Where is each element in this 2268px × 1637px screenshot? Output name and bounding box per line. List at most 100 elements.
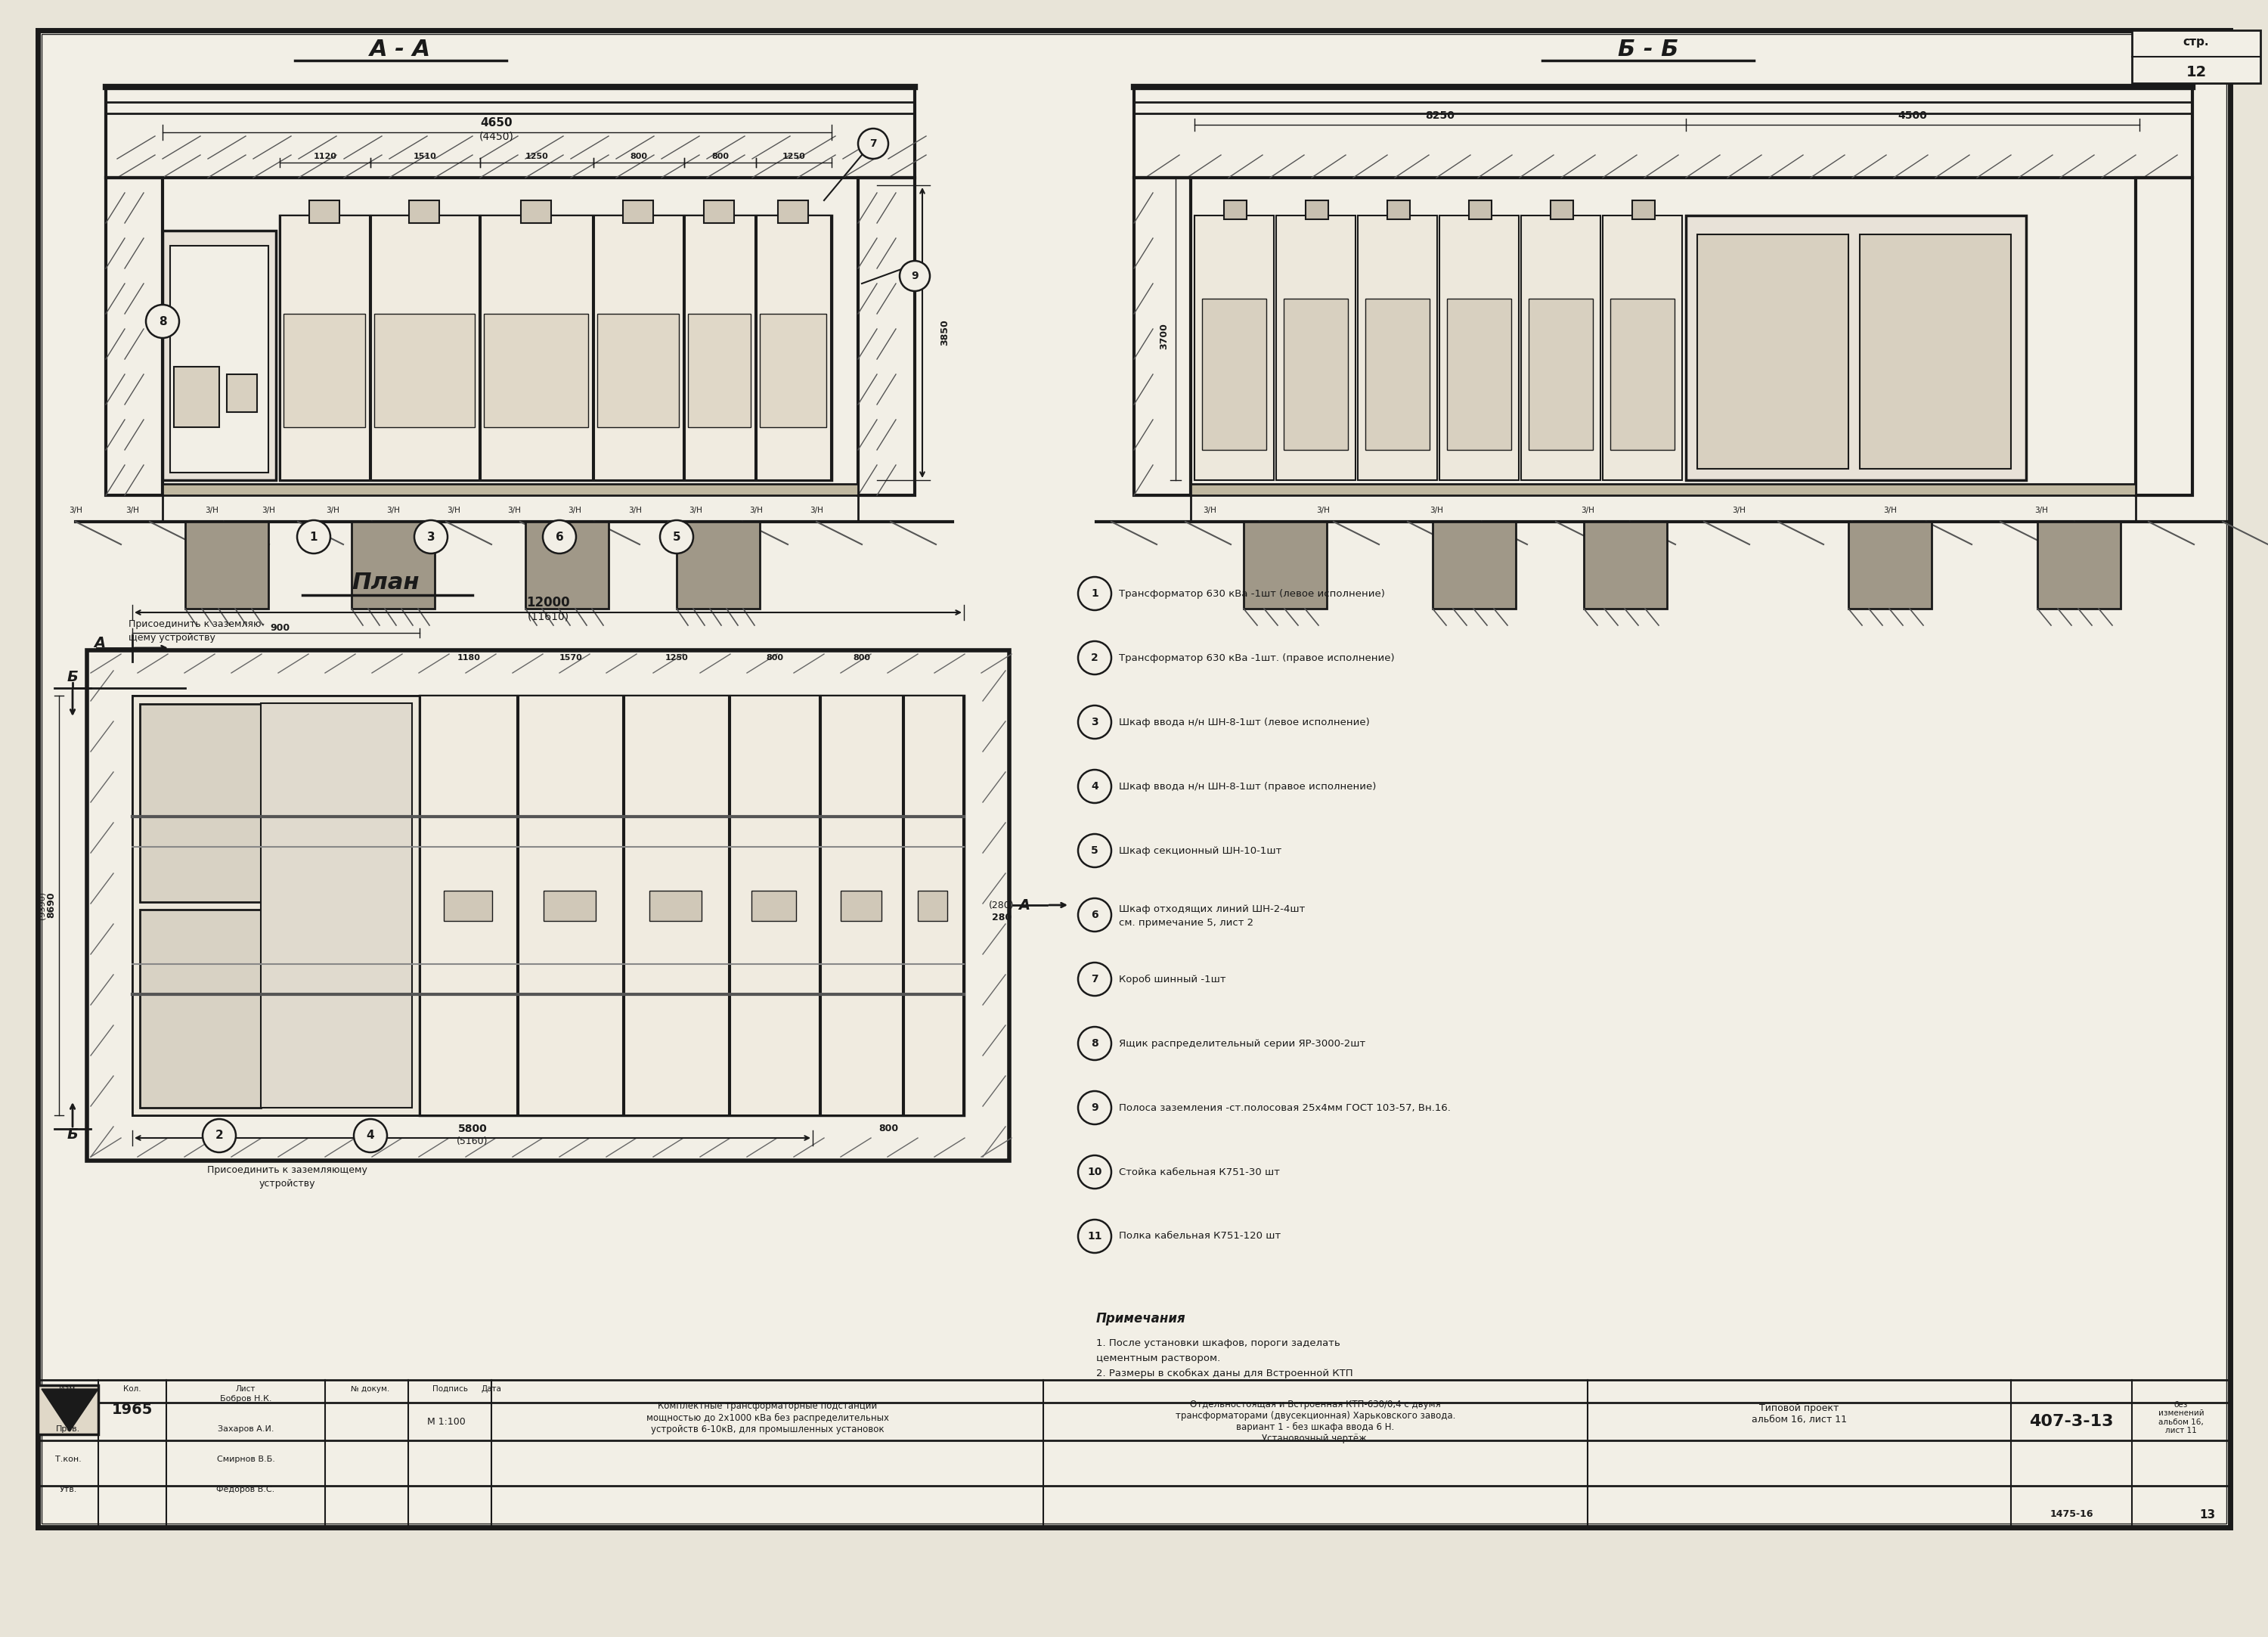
Text: 8250: 8250	[1427, 110, 1454, 121]
Text: Б - Б: Б - Б	[1617, 38, 1678, 61]
Text: Шкаф ввода н/н ШН-8-1шт (левое исполнение): Шкаф ввода н/н ШН-8-1шт (левое исполнени…	[1118, 717, 1370, 727]
Text: 1120: 1120	[313, 152, 336, 160]
Text: Полоса заземления -ст.полосовая 25х4мм ГОСТ 103-57, Вн.16.: Полоса заземления -ст.полосовая 25х4мм Г…	[1118, 1103, 1452, 1113]
Bar	[2136, 178, 2193, 496]
Bar	[284, 314, 365, 427]
Circle shape	[857, 129, 889, 159]
Bar	[132, 696, 420, 1115]
Text: 1180: 1180	[458, 655, 481, 661]
Bar	[751, 891, 796, 922]
Bar	[2132, 29, 2261, 83]
Text: 7: 7	[1091, 974, 1098, 984]
Bar	[170, 246, 268, 473]
Text: Ящик распределительный серии ЯР-3000-2шт: Ящик распределительный серии ЯР-3000-2шт	[1118, 1038, 1365, 1048]
Text: 6730: 6730	[678, 701, 705, 710]
Bar	[1134, 87, 2193, 178]
Text: Дата: Дата	[481, 1385, 501, 1393]
Bar	[703, 200, 735, 223]
Circle shape	[1077, 1092, 1111, 1125]
Bar	[352, 522, 435, 609]
Text: 4: 4	[1091, 781, 1098, 792]
Text: 1965: 1965	[111, 1403, 152, 1418]
Bar	[281, 216, 370, 480]
Text: Смирнов В.Б.: Смирнов В.Б.	[218, 1455, 274, 1463]
Circle shape	[1077, 576, 1111, 611]
Text: 9: 9	[1091, 1102, 1098, 1113]
Bar	[86, 650, 1009, 1161]
Bar	[778, 200, 807, 223]
Bar	[1522, 216, 1601, 480]
Text: 8690: 8690	[48, 892, 57, 918]
Text: 3/Н: 3/Н	[204, 506, 218, 514]
Text: (9390): (9390)	[39, 891, 45, 918]
Bar	[163, 231, 277, 480]
Text: 1250: 1250	[782, 152, 805, 160]
Circle shape	[1077, 642, 1111, 674]
Bar	[107, 87, 914, 178]
Text: 800: 800	[631, 152, 649, 160]
Text: 1570: 1570	[560, 655, 583, 661]
Circle shape	[1077, 833, 1111, 868]
Bar	[1243, 522, 1327, 609]
Text: 3700: 3700	[1159, 322, 1170, 350]
Bar	[758, 216, 830, 480]
Text: 1475-16: 1475-16	[2050, 1509, 2093, 1519]
Bar	[1191, 488, 2136, 522]
Text: стр.: стр.	[2184, 36, 2209, 47]
Bar	[2037, 522, 2121, 609]
Bar	[308, 200, 340, 223]
Text: 3/Н: 3/Н	[125, 506, 138, 514]
Bar	[141, 704, 261, 902]
Text: 7: 7	[869, 139, 878, 149]
Text: Шкаф ввода н/н ШН-8-1шт (правое исполнение): Шкаф ввода н/н ШН-8-1шт (правое исполнен…	[1118, 781, 1377, 791]
Circle shape	[1077, 963, 1111, 995]
Bar	[649, 891, 701, 922]
Text: Присоединить к заземляю-: Присоединить к заземляю-	[129, 619, 265, 629]
Text: Короб шинный -1шт: Короб шинный -1шт	[1118, 974, 1227, 984]
Text: Стойка кабельная К751-30 шт: Стойка кабельная К751-30 шт	[1118, 1167, 1279, 1177]
Bar	[1365, 298, 1429, 450]
Text: Пров.: Пров.	[57, 1426, 79, 1432]
Bar	[685, 216, 755, 480]
Text: Т.кон.: Т.кон.	[54, 1455, 82, 1463]
Text: 3/Н: 3/Н	[261, 506, 274, 514]
Text: 800: 800	[712, 152, 728, 160]
Text: (4450): (4450)	[479, 131, 515, 141]
Text: 3/Н: 3/Н	[1202, 506, 1216, 514]
Text: без
изменений
альбом 16,
лист 11: без изменений альбом 16, лист 11	[2159, 1401, 2204, 1434]
Bar	[905, 696, 964, 1115]
Circle shape	[1077, 1220, 1111, 1252]
Bar	[175, 367, 220, 427]
Text: 3/Н: 3/Н	[810, 506, 823, 514]
Bar	[1433, 522, 1515, 609]
Text: 3/Н: 3/Н	[508, 506, 522, 514]
Text: Трансформатор 630 кВа -1шт (левое исполнение): Трансформатор 630 кВа -1шт (левое исполн…	[1118, 589, 1386, 599]
Bar	[374, 314, 474, 427]
Bar	[141, 910, 261, 1108]
Text: А - А: А - А	[370, 38, 431, 61]
Text: 800: 800	[853, 655, 871, 661]
Text: Полка кабельная К751-120 шт: Полка кабельная К751-120 шт	[1118, 1231, 1281, 1241]
Text: Шкаф секционный ШН-10-1шт: Шкаф секционный ШН-10-1шт	[1118, 846, 1281, 856]
Text: 4: 4	[367, 1130, 374, 1141]
Text: 4500: 4500	[1898, 110, 1928, 121]
Text: 3/Н: 3/Н	[327, 506, 340, 514]
Bar	[420, 696, 517, 1115]
Text: 1: 1	[1091, 588, 1098, 599]
Text: Черт.: Черт.	[57, 1395, 79, 1403]
Text: 2. Размеры в скобках даны для Встроенной КТП: 2. Размеры в скобках даны для Встроенной…	[1095, 1369, 1354, 1378]
Circle shape	[900, 260, 930, 291]
Bar	[1284, 298, 1347, 450]
Bar	[1277, 216, 1356, 480]
Text: 3850: 3850	[941, 319, 950, 345]
Circle shape	[1077, 899, 1111, 931]
Text: 5: 5	[674, 530, 680, 542]
Bar	[163, 488, 857, 522]
Bar	[86, 650, 1009, 1161]
Bar	[1134, 87, 2193, 178]
Bar	[624, 696, 728, 1115]
Text: М 1:100: М 1:100	[426, 1416, 465, 1426]
Text: 3/Н: 3/Н	[2034, 506, 2048, 514]
Text: 1250: 1250	[526, 152, 549, 160]
Bar	[163, 485, 857, 496]
